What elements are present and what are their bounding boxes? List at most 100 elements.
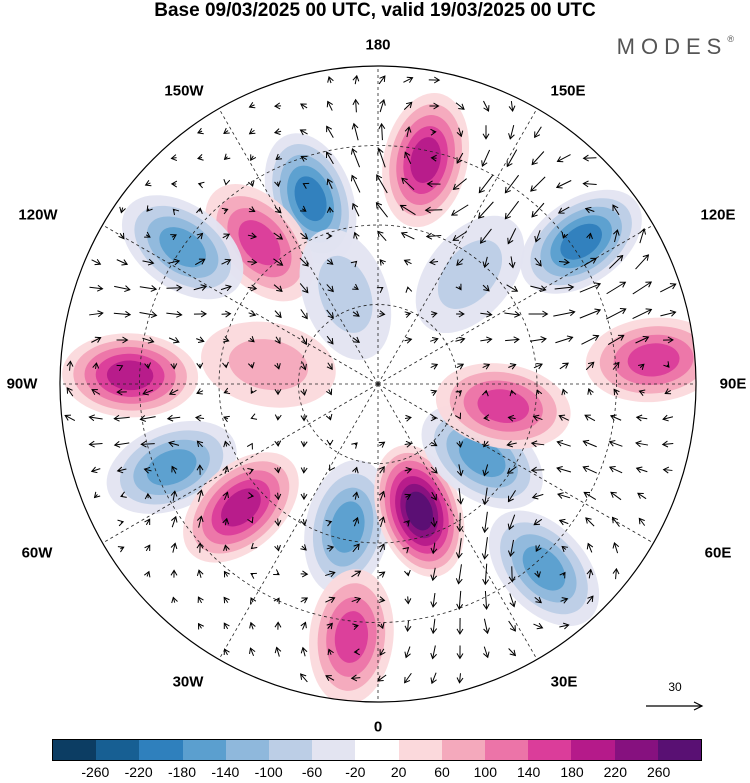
- wind-arrow: [482, 487, 489, 506]
- wind-arrow: [274, 492, 282, 501]
- wind-arrow: [142, 389, 154, 396]
- wind-arrow: [91, 258, 102, 266]
- wind-arrow: [530, 466, 545, 474]
- wind-arrow: [455, 390, 463, 397]
- wind-arrow: [196, 207, 203, 215]
- wind-arrow: [507, 514, 516, 531]
- wind-arrow: [585, 517, 595, 527]
- wind-arrow: [579, 282, 602, 293]
- wind-arrow: [456, 645, 464, 660]
- colorbar-tick-label: -220: [124, 764, 153, 780]
- wind-arrow: [350, 260, 358, 268]
- reference-arrow-icon: [646, 701, 704, 711]
- wind-arrow: [352, 98, 360, 113]
- wind-arrow: [378, 466, 385, 474]
- wind-arrow: [325, 413, 333, 421]
- wind-arrow: [534, 596, 542, 604]
- wind-arrow: [170, 490, 178, 501]
- wind-arrow: [586, 542, 594, 553]
- wind-arrow: [196, 362, 204, 370]
- wind-arrow: [166, 414, 181, 422]
- wind-arrow: [378, 75, 386, 85]
- wind-arrow: [301, 335, 308, 346]
- wind-arrow: [250, 387, 257, 394]
- wind-arrow: [404, 646, 411, 659]
- colorbar-segment: [225, 740, 270, 760]
- wind-arrow: [352, 623, 359, 631]
- wind-arrow: [170, 234, 177, 241]
- wind-arrow: [274, 206, 282, 214]
- wind-arrow: [429, 102, 440, 110]
- wind-arrow: [506, 284, 519, 292]
- wind-arrow: [114, 285, 131, 293]
- wind-arrow: [632, 281, 653, 295]
- wind-arrow: [556, 440, 571, 447]
- lon-label-150w: 150W: [164, 82, 204, 100]
- wind-arrow: [401, 177, 415, 191]
- wind-arrow: [507, 539, 515, 558]
- lon-label-150e: 150E: [550, 82, 586, 100]
- wind-arrow: [247, 232, 258, 240]
- wind-arrow: [531, 202, 545, 218]
- lon-label-120w: 120W: [18, 206, 58, 224]
- wind-arrow: [299, 129, 308, 136]
- wind-arrow: [561, 232, 569, 239]
- wind-arrow: [508, 256, 516, 269]
- wind-arrow: [559, 362, 569, 370]
- wind-arrow: [376, 286, 384, 293]
- anomaly-contour: [221, 488, 261, 527]
- wind-arrow: [91, 389, 101, 396]
- wind-arrow: [247, 467, 254, 475]
- wind-arrow: [608, 440, 623, 447]
- wind-arrow: [275, 153, 282, 161]
- wind-arrow: [506, 466, 517, 474]
- wind-arrow: [116, 388, 127, 396]
- wind-arrow: [139, 311, 158, 319]
- wind-arrow: [274, 544, 281, 552]
- reference-vector: 30: [644, 680, 706, 720]
- wind-arrow: [144, 180, 152, 187]
- wind-arrow: [482, 284, 490, 292]
- wind-arrow: [483, 618, 490, 635]
- wind-arrow: [90, 466, 101, 474]
- wind-arrow: [223, 415, 230, 423]
- wind-arrow: [450, 204, 469, 216]
- wind-arrow: [274, 336, 281, 345]
- wind-arrow: [142, 258, 155, 266]
- wind-arrow: [325, 570, 336, 578]
- wind-arrow: [582, 154, 597, 162]
- wind-arrow: [166, 284, 183, 292]
- wind-arrow: [483, 100, 490, 112]
- wind-arrow: [144, 231, 151, 238]
- wind-arrow: [221, 207, 229, 215]
- lon-label-90w: 90W: [6, 375, 38, 393]
- wind-arrow: [118, 232, 125, 240]
- colorbar-tick-label: -60: [301, 764, 323, 780]
- wind-arrow: [404, 620, 412, 633]
- wind-arrow: [479, 228, 492, 244]
- anomaly-contour: [477, 389, 530, 423]
- wind-arrow: [326, 362, 333, 371]
- wind-arrow: [196, 388, 204, 395]
- wind-arrow: [274, 466, 281, 474]
- wind-arrow: [402, 547, 410, 554]
- wind-arrow: [533, 622, 544, 630]
- wind-arrow: [379, 98, 386, 113]
- wind-arrow: [528, 310, 549, 318]
- wind-arrow: [352, 543, 360, 553]
- wind-arrow: [456, 464, 464, 477]
- wind-arrow: [377, 674, 387, 682]
- wind-arrow: [379, 648, 386, 656]
- wind-arrow: [531, 492, 544, 500]
- wind-arrow: [378, 441, 386, 448]
- colorbar-segment: [96, 740, 140, 760]
- wind-arrow: [404, 440, 413, 448]
- wind-arrow: [558, 258, 570, 266]
- wind-arrow: [535, 389, 543, 396]
- wind-arrow: [248, 128, 256, 135]
- wind-arrow: [507, 414, 516, 422]
- wind-arrow: [506, 149, 518, 168]
- wind-arrow: [300, 388, 308, 396]
- wind-arrow: [274, 646, 282, 657]
- wind-arrow: [168, 258, 181, 266]
